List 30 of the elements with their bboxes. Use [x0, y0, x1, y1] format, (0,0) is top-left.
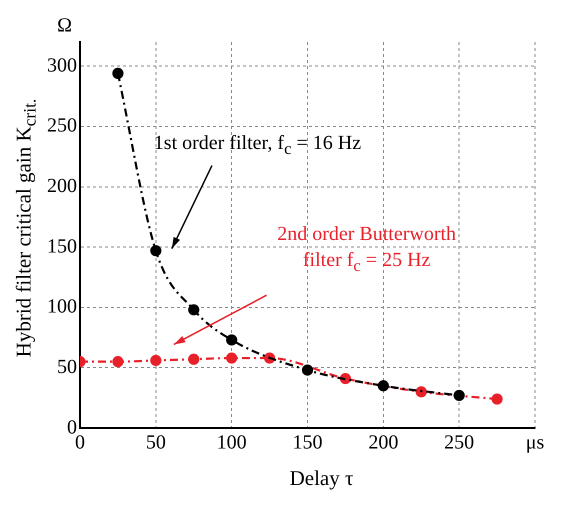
point — [491, 393, 503, 405]
y-tick-label: 50 — [57, 356, 77, 378]
y-tick-label: 100 — [47, 296, 77, 318]
y-tick-label: 0 — [67, 416, 77, 438]
point — [416, 386, 427, 398]
point — [188, 304, 200, 316]
point — [112, 68, 124, 79]
point — [150, 245, 162, 256]
text: 2nd order Butterworth filter f$_{c}$ = 25 Hz — [276, 222, 458, 278]
x-tick-label: 50 — [146, 431, 166, 454]
x-tick-label: 200 — [368, 431, 398, 454]
x-tick-label: 250 — [444, 431, 474, 454]
point — [188, 354, 200, 365]
x-axis-title: Delay τ — [288, 466, 354, 491]
series-label: 1st order filter, f$_{c}$ = 16 Hz — [152, 131, 362, 160]
x-tick-label: μs — [526, 431, 544, 454]
text: Ω — [57, 14, 72, 36]
y-tick-label: 250 — [47, 114, 77, 137]
point — [378, 380, 389, 392]
x-tick-label: 150 — [292, 431, 322, 454]
y-tick-label: 200 — [47, 175, 77, 197]
point — [226, 334, 238, 346]
point — [112, 356, 124, 368]
point — [302, 364, 314, 376]
point — [454, 390, 465, 402]
point — [226, 352, 238, 364]
point — [150, 354, 162, 366]
y-tick-label: 300 — [47, 54, 77, 76]
x-tick-label: 100 — [216, 431, 247, 454]
y-tick-label: 150 — [47, 235, 77, 258]
